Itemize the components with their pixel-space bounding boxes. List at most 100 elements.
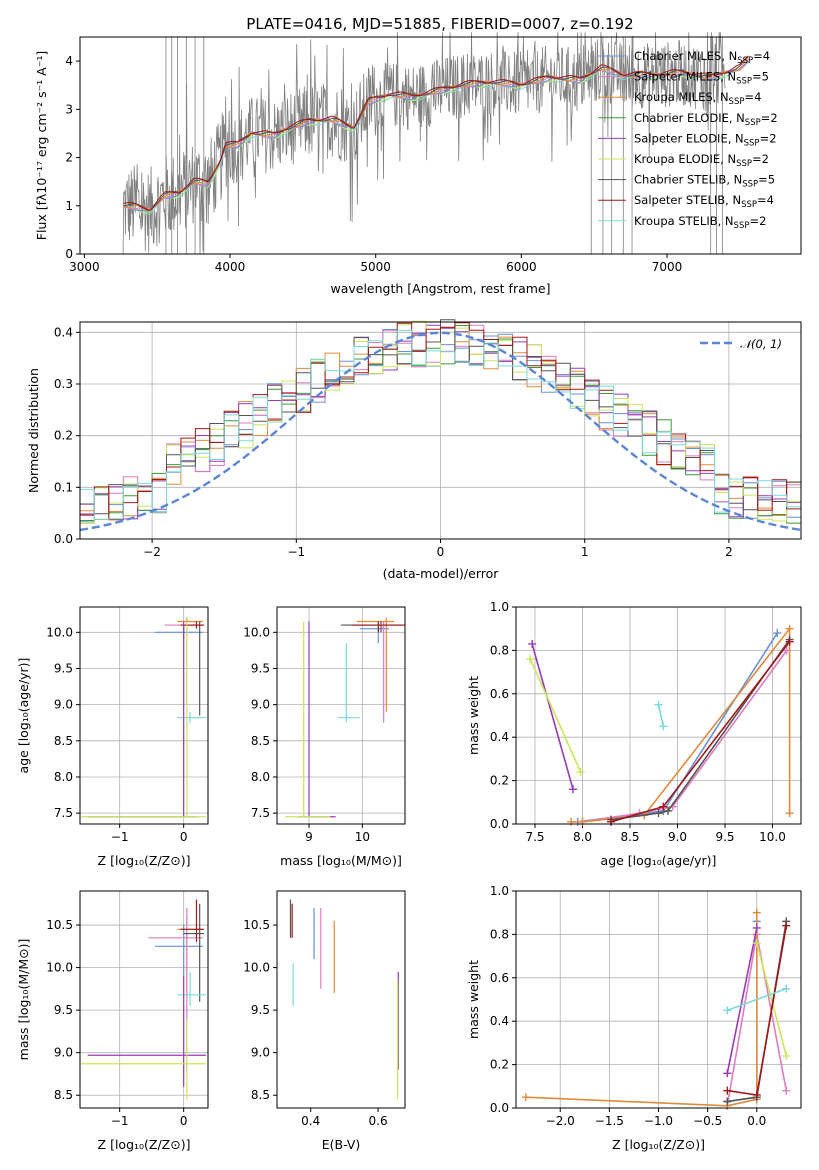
y-tick-label: 10.5 xyxy=(243,918,270,932)
residual-histogram xyxy=(80,322,801,521)
legend-entry: Salpeter ELODIE, NSSP=2 xyxy=(634,131,777,148)
weight-series-line xyxy=(727,987,787,1012)
x-tick-label: 0.6 xyxy=(369,1114,388,1128)
weight-series-line xyxy=(525,912,758,1107)
weight-point xyxy=(723,1086,732,1095)
weight-vs-age-panel: 7.5 8.0 8.5 9.0 9.5 10.0 0.0 0.2 0.4 0.6 0.8 1.0 age… xyxy=(466,600,802,868)
x-axis-label: (data-model)/error xyxy=(383,566,500,581)
weight-point xyxy=(782,1086,791,1095)
weight-series-line xyxy=(657,704,665,727)
y-tick-label: 0 xyxy=(65,247,73,261)
y-tick-label: 0.2 xyxy=(54,429,73,443)
y-tick-label: 8.5 xyxy=(251,1088,270,1102)
x-tick-label: 7.5 xyxy=(525,830,544,844)
y-tick-label: 0.0 xyxy=(490,1101,509,1115)
y-tick-label: 9.5 xyxy=(54,1003,73,1017)
legend-entry-count: =2 xyxy=(752,152,769,166)
weight-series-line xyxy=(531,643,574,790)
y-tick-label: 1.0 xyxy=(490,600,509,614)
x-tick-label: −1 xyxy=(287,545,305,559)
y-axis-label: age [log₁₀(age/yr)] xyxy=(16,658,31,774)
legend-entry: Salpeter STELIB, NSSP=4 xyxy=(634,193,774,210)
y-tick-label: 10.0 xyxy=(46,961,73,975)
legend-entry-name: Kroupa STELIB, N xyxy=(634,214,734,228)
legend-entry-sub: SSP xyxy=(745,118,761,128)
y-tick-label: 8.5 xyxy=(54,1088,73,1102)
age-vs-mass-panel: 9 10 7.5 8.0 8.5 9.0 9.5 10.0 mass [log₁₀(M/M⊙)] xyxy=(243,606,406,868)
weight-point xyxy=(569,785,577,794)
x-tick-label: −0.5 xyxy=(693,1114,722,1128)
weight-series-line xyxy=(756,942,788,1057)
weight-point xyxy=(752,923,761,932)
legend-entry: Chabrier ELODIE, NSSP=2 xyxy=(634,111,778,128)
y-tick-label: 9.0 xyxy=(251,1046,270,1060)
weight-series-line xyxy=(582,649,788,823)
y-tick-label: 9.0 xyxy=(54,698,73,712)
axes-frame xyxy=(276,606,406,825)
y-tick-label: 0.2 xyxy=(490,1058,509,1072)
observed-spectrum-line xyxy=(117,32,726,255)
x-tick-label: −2 xyxy=(143,545,161,559)
weight-point xyxy=(528,639,537,648)
legend-entry-name: Chabrier ELODIE, N xyxy=(634,111,745,125)
legend-entry: Kroupa MILES, NSSP=4 xyxy=(634,90,761,107)
y-axis-label: mass weight xyxy=(466,960,481,1039)
y-tick-label: 8.5 xyxy=(251,734,270,748)
weight-point xyxy=(723,1069,732,1078)
x-axis-label: wavelength [Angstrom, rest frame] xyxy=(330,281,550,296)
legend-entry-count: =5 xyxy=(758,173,775,187)
mass-vs-metallicity-panel: −1 0 8.5 9.0 9.5 10.0 10.5 Z [log₁₀(Z/Z⊙)] mass … xyxy=(16,890,209,1152)
x-axis-label: age [log₁₀(age/yr)] xyxy=(601,853,717,868)
x-tick-label: −1.0 xyxy=(644,1114,673,1128)
legend-entry-count: =2 xyxy=(749,214,766,228)
weight-point xyxy=(659,802,668,811)
legend-entry-name: Kroupa MILES, N xyxy=(634,90,729,104)
y-tick-label: 9.5 xyxy=(251,1003,270,1017)
legend-entry-sub: SSP xyxy=(729,97,745,107)
y-tick-label: 3 xyxy=(65,102,73,116)
legend-entry-count: =4 xyxy=(744,90,761,104)
weight-point xyxy=(526,655,535,664)
y-tick-label: 0.2 xyxy=(490,774,509,788)
y-tick-label: 7.5 xyxy=(251,806,270,820)
weight-point xyxy=(752,1090,761,1099)
x-tick-label: 8.0 xyxy=(573,830,592,844)
y-tick-label: 0.0 xyxy=(54,532,73,546)
x-axis-label: mass [log₁₀(M/M⊙)] xyxy=(280,853,402,868)
y-tick-label: 0.3 xyxy=(54,377,73,391)
legend-entry-count: =4 xyxy=(757,193,774,207)
mass-vs-ebv-panel: 0.4 0.6 8.5 9.0 9.5 10.0 10.5 E(B-V) xyxy=(243,890,406,1152)
weight-point xyxy=(752,908,761,917)
x-tick-label: 3000 xyxy=(69,260,100,274)
legend-entry-count: =2 xyxy=(761,111,778,125)
weight-series-line xyxy=(529,658,582,773)
y-tick-label: 4 xyxy=(65,54,73,68)
x-tick-label: 7000 xyxy=(652,260,683,274)
x-tick-label: 5000 xyxy=(360,260,391,274)
legend-entry-count: =5 xyxy=(752,70,769,84)
y-tick-label: 0.4 xyxy=(490,730,509,744)
y-tick-label: 7.5 xyxy=(54,806,73,820)
weight-point xyxy=(785,809,794,818)
legend-entry-sub: SSP xyxy=(742,180,758,190)
model-spectrum-line xyxy=(123,56,749,210)
legend-entry-count: =2 xyxy=(760,131,777,145)
y-tick-label: 0.8 xyxy=(490,643,509,657)
weight-series-line xyxy=(726,927,758,1074)
legend-entry-name: Salpeter ELODIE, N xyxy=(634,131,744,145)
axes-frame xyxy=(515,890,802,1109)
weight-point xyxy=(578,817,587,826)
y-tick-label: 0.4 xyxy=(490,1014,509,1028)
weight-point xyxy=(654,809,663,818)
weight-point xyxy=(785,624,794,633)
y-tick-label: 10.0 xyxy=(46,625,73,639)
weight-series-line xyxy=(610,641,791,823)
x-tick-label: −1 xyxy=(111,1114,129,1128)
legend-entry: Kroupa ELODIE, NSSP=2 xyxy=(634,152,769,169)
axes-frame xyxy=(276,890,406,1109)
legend-entry-name: Chabrier MILES, N xyxy=(634,49,737,63)
axes-frame xyxy=(515,606,802,825)
legend-entry-sub: SSP xyxy=(744,138,760,148)
x-tick-label: 10.0 xyxy=(759,830,786,844)
